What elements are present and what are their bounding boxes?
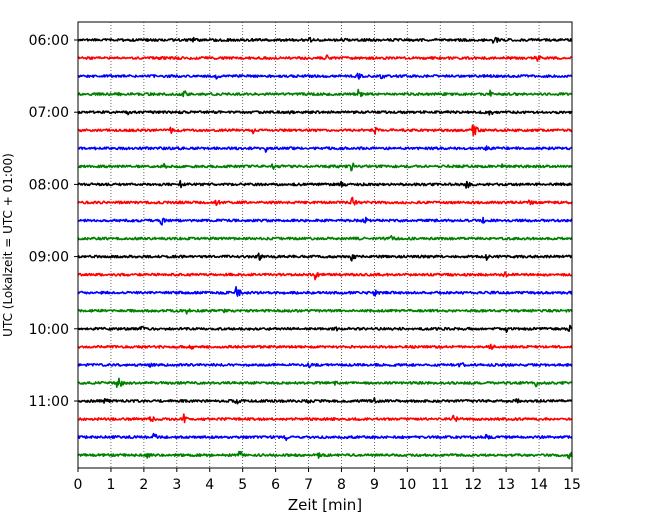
x-axis-label: Zeit [min] xyxy=(288,496,362,514)
vertical-grid xyxy=(110,22,540,468)
x-tick-label: 10 xyxy=(398,477,416,493)
x-tick-label: 7 xyxy=(304,477,313,493)
x-tick-label: 3 xyxy=(172,477,181,493)
plot-frame xyxy=(77,21,573,469)
seismogram-trace xyxy=(77,36,573,44)
x-tick-label: 15 xyxy=(563,477,581,493)
seismogram-trace xyxy=(77,196,573,207)
seismogram-trace xyxy=(77,324,573,333)
seismogram-trace xyxy=(77,88,573,98)
x-tick-label: 0 xyxy=(74,477,83,493)
seismogram-trace xyxy=(77,308,573,315)
x-tick-label: 1 xyxy=(106,477,115,493)
seismogram-trace xyxy=(77,271,573,281)
y-axis: 06:00 07:00 08:00 09:00 10:00 11:00 xyxy=(29,33,78,410)
y-tick-label: 10:00 xyxy=(29,322,69,338)
x-tick-label: 11 xyxy=(431,477,449,493)
seismogram-trace xyxy=(77,216,573,226)
x-tick-label: 6 xyxy=(271,477,280,493)
seismogram-trace xyxy=(77,179,573,189)
seismogram-trace xyxy=(77,162,573,172)
seismogram-trace xyxy=(77,72,573,80)
seismogram-trace xyxy=(77,450,573,460)
seismogram-trace xyxy=(77,145,573,153)
seismogram-trace xyxy=(77,377,573,388)
seismogram-trace xyxy=(77,252,573,262)
seismogram-trace xyxy=(77,110,573,116)
traces xyxy=(77,36,573,460)
x-tick-label: 5 xyxy=(238,477,247,493)
seismogram-trace xyxy=(77,343,573,350)
x-tick-label: 2 xyxy=(139,477,148,493)
y-tick-label: 08:00 xyxy=(29,177,69,193)
x-tick-label: 14 xyxy=(530,477,548,493)
x-tick-label: 12 xyxy=(464,477,482,493)
seismogram-trace xyxy=(77,397,573,405)
seismogram-trace xyxy=(77,124,573,137)
y-tick-label: 06:00 xyxy=(29,33,69,49)
seismogram-trace xyxy=(77,286,573,297)
seismogram-trace xyxy=(77,54,573,62)
seismogram-trace xyxy=(77,362,573,369)
seismogram-trace xyxy=(77,413,573,424)
y-tick-label: 09:00 xyxy=(29,250,69,266)
x-tick-label: 13 xyxy=(497,477,515,493)
x-tick-label: 8 xyxy=(337,477,346,493)
y-tick-label: 07:00 xyxy=(29,105,69,121)
x-tick-label: 9 xyxy=(370,477,379,493)
y-axis-label: UTC (Lokalzeit = UTC + 01:00) xyxy=(1,153,15,337)
y-tick-label: 11:00 xyxy=(29,394,69,410)
x-tick-label: 4 xyxy=(205,477,214,493)
x-axis: 0 1 2 3 4 5 6 7 8 9 10 11 12 13 14 15 xyxy=(74,468,581,493)
seismogram-trace xyxy=(77,432,573,442)
seismogram-trace xyxy=(77,234,573,241)
